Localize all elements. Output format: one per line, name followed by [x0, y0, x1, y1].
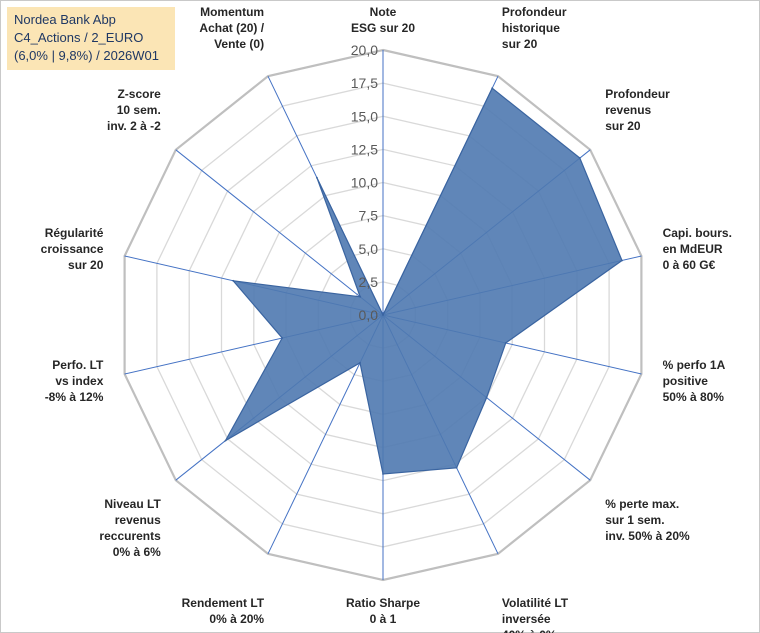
- data-point: [578, 157, 581, 159]
- tick-layer: 0,0 2,5 5,0 7,5 10,0 12,5 15,0 17,5 20,0: [351, 42, 378, 323]
- data-point: [382, 314, 384, 316]
- tick-label: 2,5: [359, 274, 379, 290]
- data-point: [382, 473, 384, 475]
- data-point: [232, 279, 235, 282]
- data-point: [485, 396, 488, 399]
- axis-label: Régularité croissance sur 20: [41, 226, 104, 272]
- axis-label: Note ESG sur 20: [351, 5, 415, 35]
- axis-label: Profondeur revenus sur 20: [605, 87, 670, 133]
- axis-label: Ratio Sharpe 0 à 1: [346, 596, 420, 626]
- portfolio-category: C4_Actions / 2_EURO: [14, 30, 144, 45]
- tick-label: 10,0: [351, 175, 378, 191]
- axis-label: Momentum Achat (20) / Vente (0): [199, 5, 264, 51]
- tick-label: 17,5: [351, 75, 378, 91]
- axis-label: Profondeur historique sur 20: [502, 5, 567, 51]
- data-point: [359, 361, 361, 364]
- data-point: [504, 342, 507, 344]
- axis-label: Rendement LT 0% à 20%: [182, 596, 265, 626]
- data-point: [621, 259, 623, 262]
- data-point: [281, 337, 284, 339]
- data-point: [316, 176, 318, 179]
- data-point: [359, 295, 362, 298]
- chart-title-box: Nordea Bank Abp C4_Actions / 2_EURO (6,0…: [7, 7, 175, 70]
- tick-label: 20,0: [351, 42, 378, 58]
- data-point: [224, 439, 227, 442]
- tick-label: 7,5: [359, 208, 379, 224]
- axis-label: Volatilité LTinversée40% à 0%: [502, 596, 569, 633]
- tick-label: 0,0: [359, 307, 379, 323]
- axis-spoke: [175, 149, 384, 316]
- axis-label: Capi. bours. en MdEUR 0 à 60 G€: [663, 226, 732, 272]
- axis-label: Z-score 10 sem. inv. 2 à -2: [107, 87, 161, 133]
- tick-label: 15,0: [351, 108, 378, 124]
- tick-label: 5,0: [359, 241, 379, 257]
- axis-label: Niveau LT revenus reccurents 0% à 6%: [99, 497, 161, 559]
- company-name: Nordea Bank Abp: [14, 12, 116, 27]
- performance-week: (6,0% | 9,8%) / 2026W01: [14, 48, 160, 63]
- data-point: [491, 87, 494, 90]
- axis-label: % perfo 1A positive 50% à 80%: [663, 358, 726, 404]
- axis-label: % perte max. sur 1 sem. inv. 50% à 20%: [605, 497, 690, 543]
- tick-label: 12,5: [351, 141, 378, 157]
- label-layer: Note ESG sur 20 Profondeur historique sur 20…: [41, 5, 732, 633]
- data-layer: [223, 87, 623, 475]
- axis-label: Perfo. LT vs index -8% à 12%: [45, 358, 104, 404]
- data-point: [455, 466, 458, 469]
